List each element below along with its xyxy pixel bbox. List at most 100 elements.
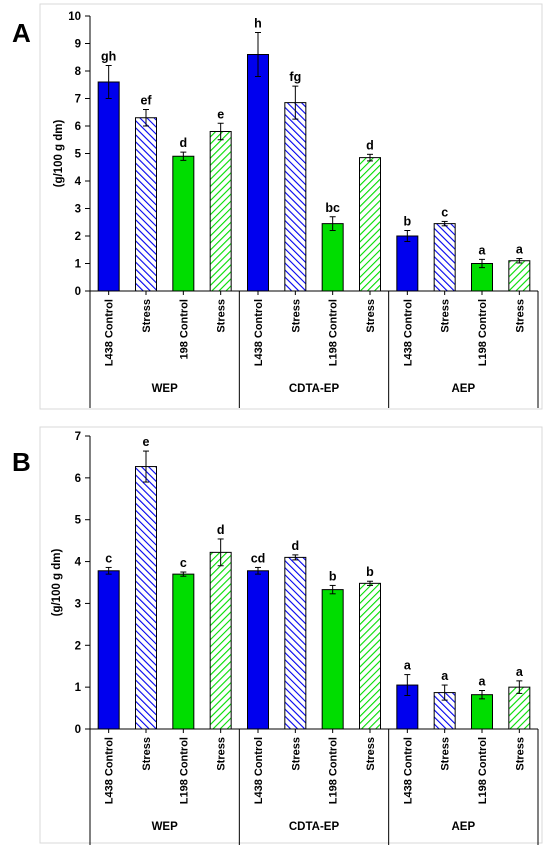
b-significance-letter: b: [366, 565, 374, 579]
a-category-label: Stress: [514, 299, 526, 333]
a-category-label: L198 Control: [328, 299, 340, 366]
b-bar: [135, 466, 157, 730]
a-bar: [172, 155, 195, 292]
a-significance-letter: b: [404, 215, 412, 229]
a-category-label: Stress: [440, 299, 452, 333]
a-group-label: AEP: [452, 383, 476, 395]
a-significance-letter: a: [479, 243, 487, 257]
a-bar: [396, 235, 419, 292]
b-category-label: L198 Control: [178, 737, 190, 804]
b-category-label: Stress: [216, 737, 228, 771]
a-bar: [508, 260, 531, 292]
b-y-tick-label: 7: [75, 431, 81, 443]
b-significance-letter: c: [105, 551, 112, 565]
a-category-label: Stress: [290, 299, 302, 333]
a-bar: [209, 131, 232, 292]
b-significance-letter: d: [217, 523, 225, 537]
a-significance-letter: c: [441, 205, 448, 219]
b-bar: [97, 570, 120, 730]
b-category-label: Stress: [365, 737, 377, 771]
b-bar: [247, 570, 269, 730]
a-bar: [135, 117, 157, 292]
a-bar: [284, 102, 307, 292]
b-y-tick-label: 5: [75, 515, 82, 527]
a-significance-letter: bc: [325, 201, 340, 215]
a-significance-letter: e: [217, 107, 224, 121]
b-chart-frame: [39, 426, 543, 844]
a-bar: [433, 223, 456, 292]
a-y-tick-label: 8: [75, 66, 82, 78]
b-significance-letter: b: [329, 569, 337, 583]
a-y-tick-label: 6: [75, 121, 81, 133]
a-category-label: 198 Control: [178, 299, 190, 360]
a-category-label: Stress: [216, 299, 228, 333]
b-category-label: L198 Control: [328, 737, 340, 804]
panel-b: B 0 1 2 3 4 5 6 7 (g/100 g dm) c L438 Control e Stre…: [0, 425, 550, 848]
b-significance-letter: e: [143, 435, 150, 449]
b-significance-letter: a: [404, 659, 412, 673]
panel-a: A 0 1 2 3 4 5 6 7 8 9 10 (g/100 g dm) gh L438 Control…: [0, 0, 550, 415]
a-group-label: WEP: [152, 383, 179, 395]
b-group-label: AEP: [452, 821, 476, 833]
b-category-label: Stress: [141, 737, 153, 771]
a-significance-letter: fg: [289, 70, 301, 84]
b-y-tick-label: 6: [75, 473, 81, 485]
a-y-tick-label: 0: [75, 286, 81, 298]
b-category-label: Stress: [514, 737, 526, 771]
a-significance-letter: a: [516, 243, 524, 257]
a-category-label: L438 Control: [253, 299, 265, 366]
a-significance-letter: ef: [140, 94, 152, 108]
a-significance-letter: h: [254, 17, 262, 31]
b-bar: [209, 551, 232, 730]
b-bar: [321, 589, 344, 730]
a-bar: [97, 81, 120, 292]
b-bar: [471, 694, 493, 730]
panel-letter-a: A: [12, 18, 31, 48]
a-chart-frame: [39, 3, 543, 410]
b-category-label: L438 Control: [104, 737, 116, 804]
chart-b: 0 1 2 3 4 5 6 7 (g/100 g dm) c L438 Control e Stress…: [39, 426, 543, 845]
b-y-tick-label: 0: [75, 724, 81, 736]
b-y-axis-label: (g/100 g dm): [51, 548, 63, 616]
b-y-tick-label: 1: [75, 682, 82, 694]
b-bar: [172, 573, 195, 730]
b-significance-letter: a: [516, 665, 524, 679]
a-y-tick-label: 3: [75, 204, 81, 216]
a-bar: [321, 223, 344, 292]
a-y-axis-label: (g/100 g dm): [53, 119, 65, 187]
b-y-tick-label: 3: [75, 598, 81, 610]
a-category-label: L438 Control: [402, 299, 414, 366]
a-category-label: Stress: [365, 299, 377, 333]
b-category-label: Stress: [440, 737, 452, 771]
a-y-tick-label: 5: [75, 149, 82, 161]
b-significance-letter: a: [479, 674, 487, 688]
b-bar: [359, 582, 381, 730]
b-bar: [284, 556, 307, 730]
a-significance-letter: d: [180, 136, 188, 150]
a-y-tick-label: 9: [75, 39, 81, 51]
a-y-tick-label: 7: [75, 94, 81, 106]
b-category-label: L198 Control: [477, 737, 489, 804]
a-category-label: Stress: [141, 299, 153, 333]
b-y-tick-label: 2: [75, 640, 81, 652]
b-category-label: L438 Control: [253, 737, 265, 804]
b-group-label: CDTA-EP: [289, 821, 340, 833]
a-category-label: L438 Control: [104, 299, 116, 366]
a-category-label: L198 Control: [477, 299, 489, 366]
b-significance-letter: cd: [251, 551, 266, 565]
a-y-tick-label: 1: [75, 259, 82, 271]
a-group-label: CDTA-EP: [289, 383, 340, 395]
a-y-tick-label: 10: [68, 11, 81, 23]
panel-letter-b: B: [12, 447, 31, 477]
a-bar: [359, 157, 381, 292]
b-category-label: L438 Control: [402, 737, 414, 804]
b-category-label: Stress: [290, 737, 302, 771]
b-significance-letter: a: [441, 669, 449, 683]
b-significance-letter: c: [180, 556, 187, 570]
b-group-label: WEP: [152, 821, 179, 833]
a-significance-letter: gh: [101, 50, 116, 64]
a-y-tick-label: 2: [75, 231, 81, 243]
a-y-tick-label: 4: [75, 176, 82, 188]
a-bar: [247, 54, 269, 292]
